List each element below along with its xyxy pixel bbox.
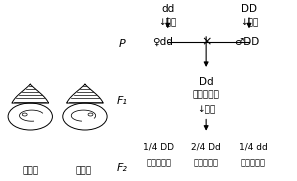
Text: ↓自交: ↓自交 xyxy=(197,105,215,114)
Text: P: P xyxy=(119,39,125,49)
Text: 右旋椒尖螺: 右旋椒尖螺 xyxy=(241,159,266,168)
Text: 1/4 DD: 1/4 DD xyxy=(143,143,174,151)
Text: F₁: F₁ xyxy=(116,96,127,106)
Text: 右旋椒尖螺: 右旋椒尖螺 xyxy=(194,159,219,168)
Text: ♂DD: ♂DD xyxy=(234,37,259,47)
Text: DD: DD xyxy=(241,4,257,14)
Text: 右旋椒尖螺: 右旋椒尖螺 xyxy=(146,159,171,168)
Text: 左旋椒尖螺: 左旋椒尖螺 xyxy=(193,90,219,100)
Text: ♀dd: ♀dd xyxy=(152,37,173,47)
Text: 左旋螺: 左旋螺 xyxy=(22,166,38,175)
Text: ↓自交: ↓自交 xyxy=(240,19,258,28)
Text: 1/4 dd: 1/4 dd xyxy=(239,143,268,151)
Text: Dd: Dd xyxy=(199,77,214,87)
Text: ↓自交: ↓自交 xyxy=(159,19,177,28)
Text: 右旋螺: 右旋螺 xyxy=(75,166,91,175)
Text: ×: × xyxy=(201,35,211,49)
Text: dd: dd xyxy=(161,4,174,14)
Text: 2/4 Dd: 2/4 Dd xyxy=(191,143,221,151)
Text: F₂: F₂ xyxy=(116,163,127,173)
